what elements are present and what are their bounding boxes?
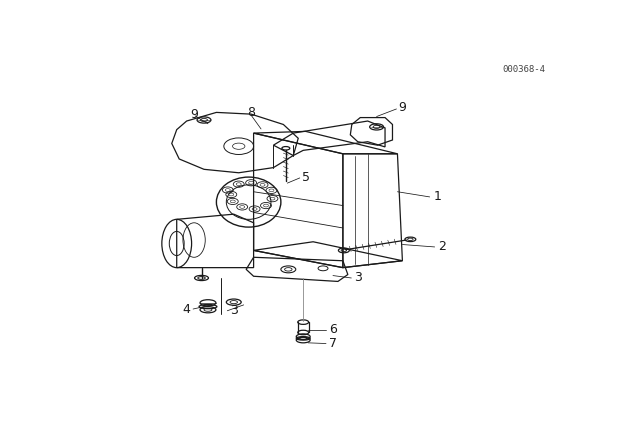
Text: 4: 4 (182, 302, 191, 315)
Text: 2: 2 (438, 241, 446, 254)
Text: 3: 3 (354, 271, 362, 284)
Text: 8: 8 (247, 106, 255, 119)
Text: 6: 6 (329, 323, 337, 336)
Text: 000368-4: 000368-4 (502, 65, 545, 74)
Text: 9: 9 (399, 101, 406, 114)
Text: 3: 3 (230, 304, 237, 317)
Text: 7: 7 (329, 337, 337, 350)
Text: 1: 1 (433, 190, 441, 203)
Text: 5: 5 (301, 172, 310, 185)
Text: 9: 9 (190, 108, 198, 121)
